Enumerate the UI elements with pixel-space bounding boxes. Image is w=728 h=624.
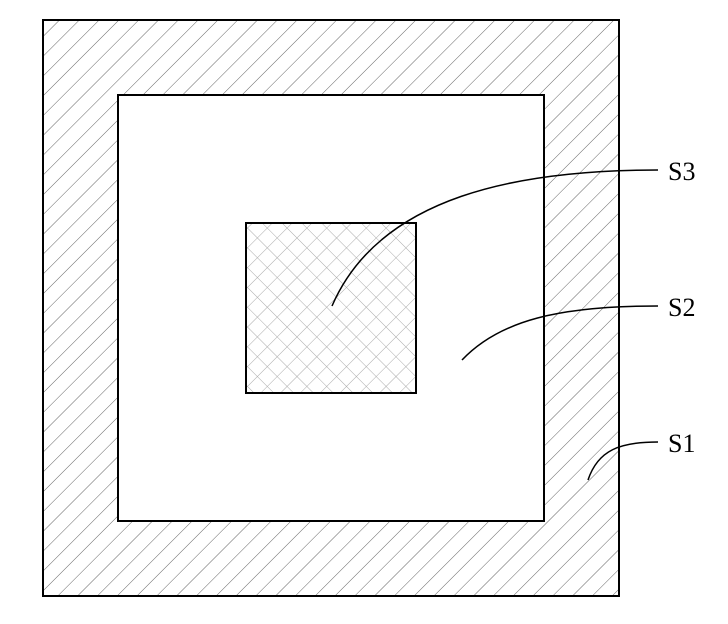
label-s2: S2	[668, 293, 695, 323]
diagram-canvas: S3 S2 S1	[0, 0, 728, 624]
diagram-svg	[0, 0, 728, 624]
label-s3: S3	[668, 157, 695, 187]
label-s1: S1	[668, 429, 695, 459]
